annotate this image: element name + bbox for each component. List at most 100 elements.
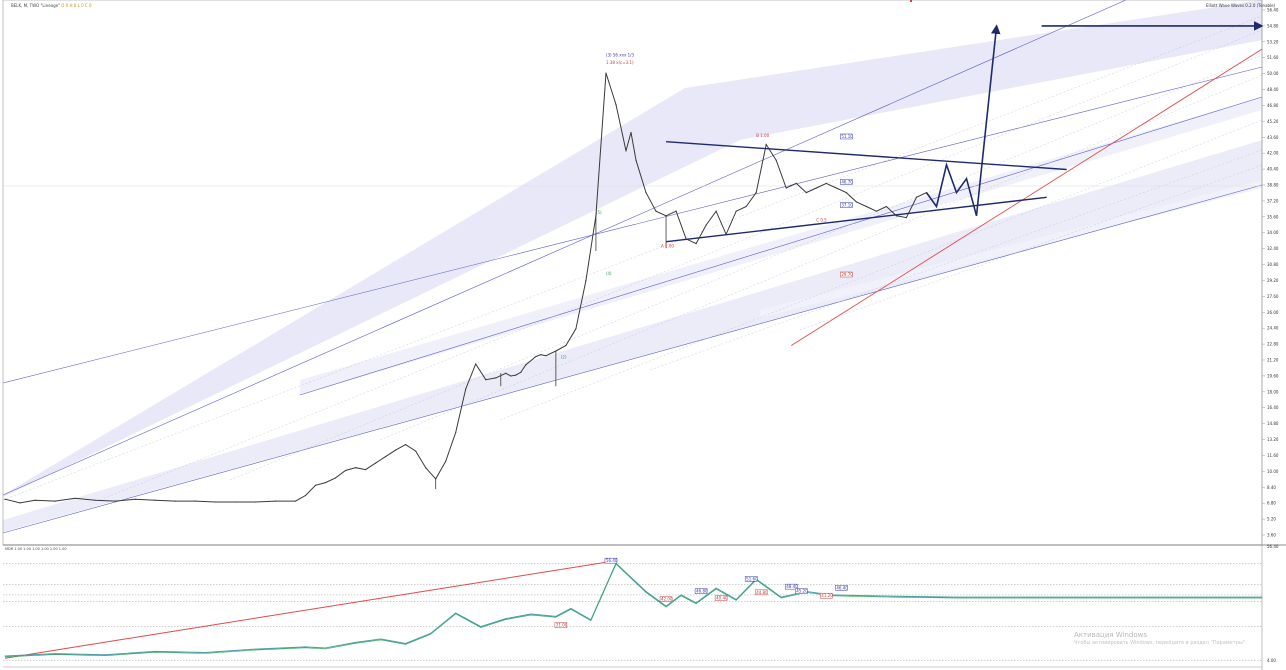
price-point bbox=[805, 192, 807, 194]
boxed-label-frame bbox=[840, 179, 853, 185]
price-axis-tick-label: 11.60 bbox=[1267, 453, 1279, 458]
price-axis-tick-label: 46.80 bbox=[1267, 103, 1279, 108]
price-point bbox=[635, 159, 637, 161]
lower-series-point bbox=[254, 648, 256, 650]
mid-channel-band bbox=[3, 140, 1262, 532]
price-axis-tick-label: 30.80 bbox=[1267, 262, 1279, 267]
price-point bbox=[425, 467, 427, 469]
lower-series-point bbox=[880, 595, 882, 597]
price-point bbox=[845, 192, 847, 194]
price-axis-tick-label: 56.40 bbox=[1267, 8, 1279, 13]
price-axis-tick-label: 48.40 bbox=[1267, 87, 1279, 92]
lower-series-point bbox=[405, 643, 407, 645]
price-axis-tick-label: 13.20 bbox=[1267, 437, 1279, 442]
price-point bbox=[374, 462, 377, 464]
price-point bbox=[395, 449, 397, 451]
lower-series-point bbox=[355, 641, 357, 643]
boxed-label: 29.70 bbox=[841, 272, 853, 277]
lower-series-point bbox=[325, 647, 327, 649]
price-point bbox=[174, 500, 176, 502]
ohlc-text: O 0 H 0 L 0 C 0 bbox=[61, 3, 92, 8]
lower-marker-frame bbox=[784, 583, 798, 590]
lower-marker-label: 46.80 bbox=[696, 589, 708, 594]
lower-panel-layer: 56.40 42.00 46.80 40.40 51.60 44.80 48.4045.20… bbox=[3, 557, 1263, 661]
price-point bbox=[134, 498, 136, 500]
price-point bbox=[625, 150, 627, 152]
lower-marker-frame bbox=[835, 585, 848, 591]
lower-marker-frame bbox=[754, 589, 768, 596]
price-point bbox=[695, 242, 697, 245]
lower-marker-label: 44.80 bbox=[756, 590, 768, 595]
wave-annotation: (2) bbox=[561, 354, 567, 359]
lower-marker-frame bbox=[795, 588, 808, 594]
boxed-label-frame bbox=[840, 202, 853, 208]
price-point bbox=[520, 371, 522, 373]
price-axis-tick-label: 37.20 bbox=[1267, 198, 1279, 203]
boxed-label: 51.10 bbox=[841, 134, 853, 139]
price-point bbox=[495, 377, 497, 379]
price-point bbox=[364, 469, 367, 471]
price-point bbox=[535, 355, 537, 358]
price-point bbox=[510, 375, 512, 377]
price-axis-tick-label: 29.20 bbox=[1267, 278, 1279, 283]
price-axis-tick-label: 22.80 bbox=[1267, 342, 1279, 347]
price-point bbox=[214, 501, 216, 503]
price-axis-tick-label: 53.20 bbox=[1267, 39, 1279, 44]
wave-annotation: A 1.00 bbox=[661, 243, 674, 248]
price-axis-tick-label: 10.00 bbox=[1267, 469, 1279, 474]
lower-series-point bbox=[555, 615, 557, 617]
price-point bbox=[815, 187, 817, 189]
price-axis-tick-label: 32.40 bbox=[1267, 246, 1279, 251]
fan-dotted-lines bbox=[2, 15, 1263, 501]
price-point bbox=[385, 456, 387, 458]
lower-marker-frame bbox=[604, 557, 618, 564]
price-point bbox=[645, 192, 647, 194]
price-point bbox=[655, 210, 657, 212]
lower-series-point bbox=[530, 613, 532, 615]
lower-marker-frame bbox=[820, 592, 833, 599]
lower-series-point bbox=[480, 626, 482, 628]
upper-channel-band bbox=[3, 0, 1262, 497]
price-point bbox=[74, 497, 76, 499]
wave-annotation: 1.38 x(c=3.1) bbox=[606, 60, 634, 65]
price-point bbox=[54, 500, 56, 502]
lower-marker-label: 41.20 bbox=[821, 593, 833, 598]
lower-series-point bbox=[430, 632, 432, 634]
wave-annotation: (5) bbox=[596, 210, 602, 215]
lower-series-point bbox=[715, 587, 717, 589]
price-point bbox=[515, 374, 517, 376]
price-axis-tick-label: 40.40 bbox=[1267, 167, 1279, 172]
lower-series-point bbox=[304, 646, 306, 648]
lower-series-point bbox=[956, 596, 958, 598]
lower-marker-label: 40.40 bbox=[716, 595, 728, 600]
price-point bbox=[254, 501, 256, 503]
lower-series-point bbox=[455, 612, 457, 614]
price-point bbox=[314, 484, 317, 486]
price-point bbox=[154, 499, 156, 501]
channel-lines bbox=[2, 0, 1263, 534]
lower-marker-frame bbox=[714, 595, 728, 601]
lower-series-point bbox=[204, 652, 206, 654]
price-axis-tick-label: 26.00 bbox=[1267, 310, 1279, 315]
lower-axis-tick-label: 56.40 bbox=[1267, 544, 1279, 549]
price-point bbox=[4, 498, 6, 500]
red-trendline bbox=[791, 48, 1263, 346]
top-red-marker bbox=[910, 0, 912, 2]
price-axis-tick-label: 51.60 bbox=[1267, 55, 1279, 60]
channel-median-line bbox=[2, 66, 1263, 384]
price-point bbox=[630, 131, 632, 134]
price-point bbox=[545, 355, 547, 357]
price-point bbox=[405, 443, 407, 446]
lower-series-point bbox=[780, 596, 782, 598]
price-point bbox=[735, 210, 737, 212]
lower-marker-label: 48.40 bbox=[786, 584, 798, 589]
price-axis-tick-label: 6.80 bbox=[1267, 501, 1276, 506]
price-point bbox=[755, 192, 757, 194]
price-axis-tick-label: 16.40 bbox=[1267, 405, 1279, 410]
wave-annotation: (3) 56.xxx 1/3 bbox=[606, 52, 635, 57]
lower-series-point bbox=[380, 638, 382, 640]
main-chart-layer: (3) 56.xxx 1/3 1.38 x(c=3.1) B 1.00 A 1.00 C… bbox=[4, 21, 1264, 504]
price-point bbox=[745, 205, 747, 208]
lower-marker-frame bbox=[659, 596, 673, 602]
